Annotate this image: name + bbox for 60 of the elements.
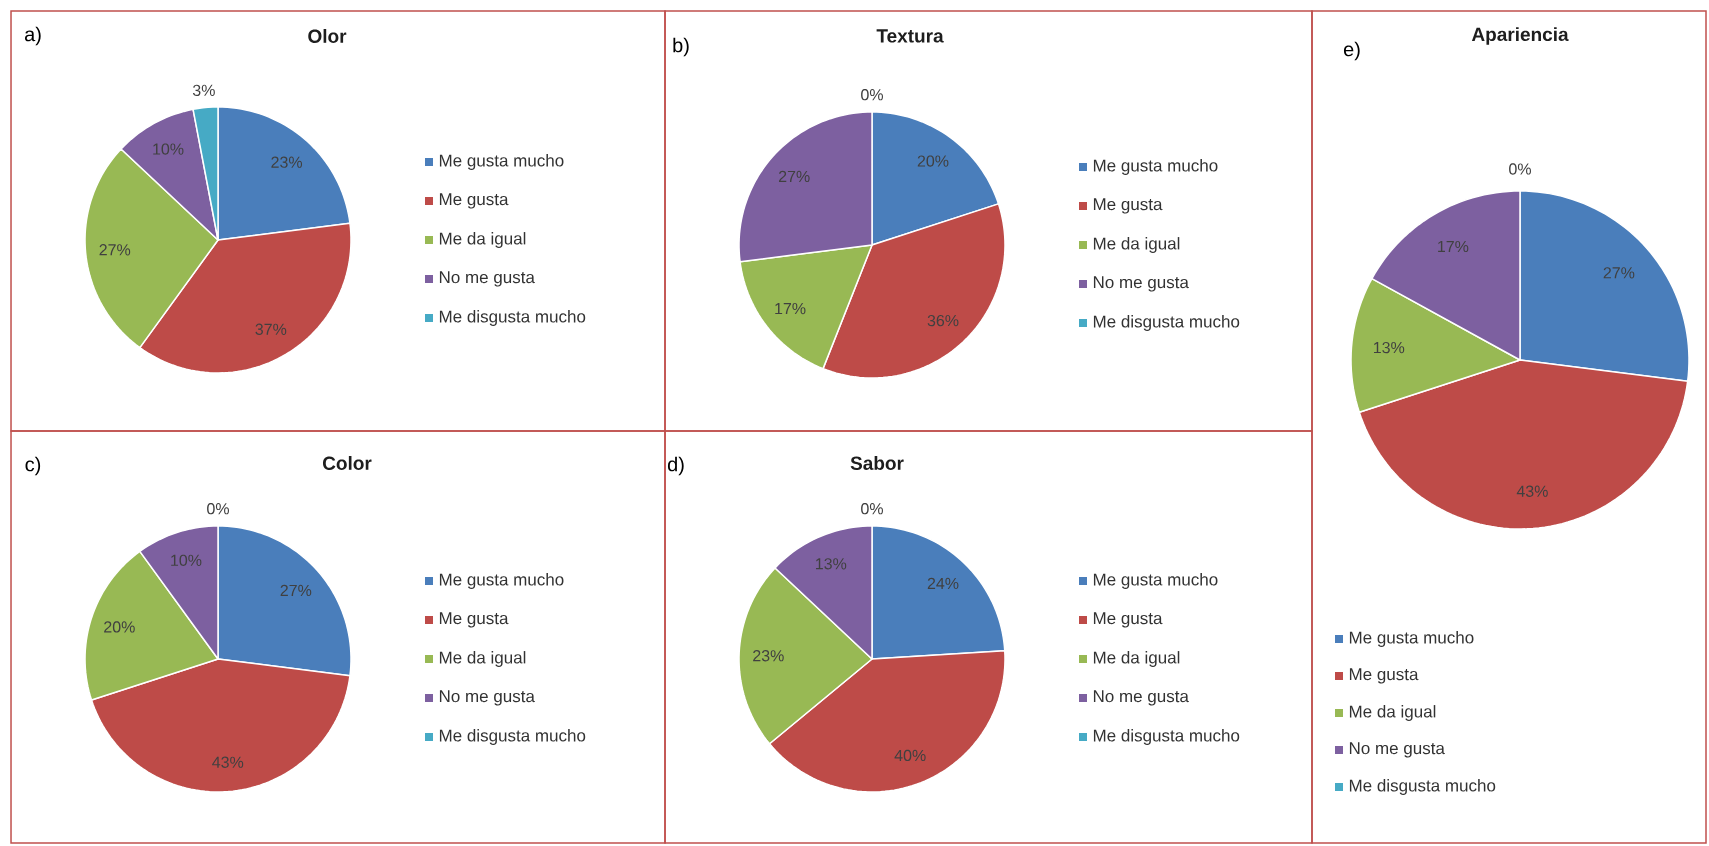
chart-title: Apariencia <box>1471 27 1569 45</box>
text: 0% <box>861 89 883 101</box>
legend-label: Me da igual <box>439 651 526 667</box>
legend-label: Me disgusta mucho <box>439 310 586 326</box>
chart-title: Color <box>322 456 372 470</box>
legend-label: Me gusta <box>1093 612 1163 628</box>
legend-label: Me da igual <box>1093 237 1180 253</box>
text: b) <box>673 37 689 57</box>
legend-label: Me gusta <box>439 612 509 628</box>
text: a) <box>24 26 41 46</box>
legend-label: Me disgusta mucho <box>1093 729 1240 745</box>
data-label: 27% <box>280 584 312 597</box>
data-label: 23% <box>271 156 303 168</box>
text: d) <box>667 456 684 476</box>
data-label: 17% <box>775 302 806 315</box>
data-label: 43% <box>212 756 244 768</box>
legend-label: Me gusta mucho <box>439 573 564 589</box>
data-label: 13% <box>816 558 847 570</box>
data-label: 24% <box>927 577 959 589</box>
data-label: 27% <box>99 244 131 256</box>
legend-label: Me gusta mucho <box>1349 631 1474 647</box>
data-label: 23% <box>753 650 784 662</box>
data-label: 37% <box>255 323 287 335</box>
legend-label: Me da igual <box>1093 651 1180 667</box>
legend-label: Me gusta <box>439 193 509 209</box>
chart-title: Sabor <box>850 456 904 470</box>
legend-label: Me gusta <box>1349 668 1419 684</box>
text: 0% <box>207 503 230 515</box>
legend-label: Me gusta mucho <box>1093 159 1218 175</box>
legend-label: Me gusta mucho <box>439 154 564 170</box>
legend-label: No me gusta <box>439 271 535 287</box>
chart-title: Textura <box>876 29 944 43</box>
legend-label: Me gusta <box>1093 198 1163 214</box>
legend-label: Me disgusta mucho <box>1093 315 1240 331</box>
text: 0% <box>1509 163 1531 175</box>
text: e) <box>1343 41 1360 61</box>
text: 0% <box>861 503 883 515</box>
legend-label: Me da igual <box>1349 705 1436 721</box>
chart-title: Olor <box>308 29 347 43</box>
data-label: 40% <box>894 749 926 762</box>
legend-label: No me gusta <box>1093 690 1189 706</box>
data-label: 43% <box>1516 485 1548 497</box>
legend-label: No me gusta <box>439 690 535 706</box>
data-label: 36% <box>927 314 959 327</box>
legend-label: No me gusta <box>1349 742 1445 758</box>
text: c) <box>25 456 41 476</box>
data-label: 20% <box>917 155 949 167</box>
data-label: 13% <box>1373 341 1405 354</box>
data-label: 27% <box>778 170 810 183</box>
legend-label: No me gusta <box>1093 276 1189 292</box>
legend-label: Me disgusta mucho <box>439 729 586 745</box>
legend-label: Me gusta mucho <box>1093 573 1218 589</box>
data-label: 27% <box>1603 267 1635 279</box>
legend-label: Me disgusta mucho <box>1349 779 1496 795</box>
data-label: 10% <box>153 143 184 155</box>
data-label: 3% <box>192 84 215 97</box>
legend-label: Me da igual <box>439 232 526 248</box>
data-label: 17% <box>1438 240 1469 253</box>
data-label: 10% <box>171 554 202 566</box>
data-label: 20% <box>104 621 135 633</box>
